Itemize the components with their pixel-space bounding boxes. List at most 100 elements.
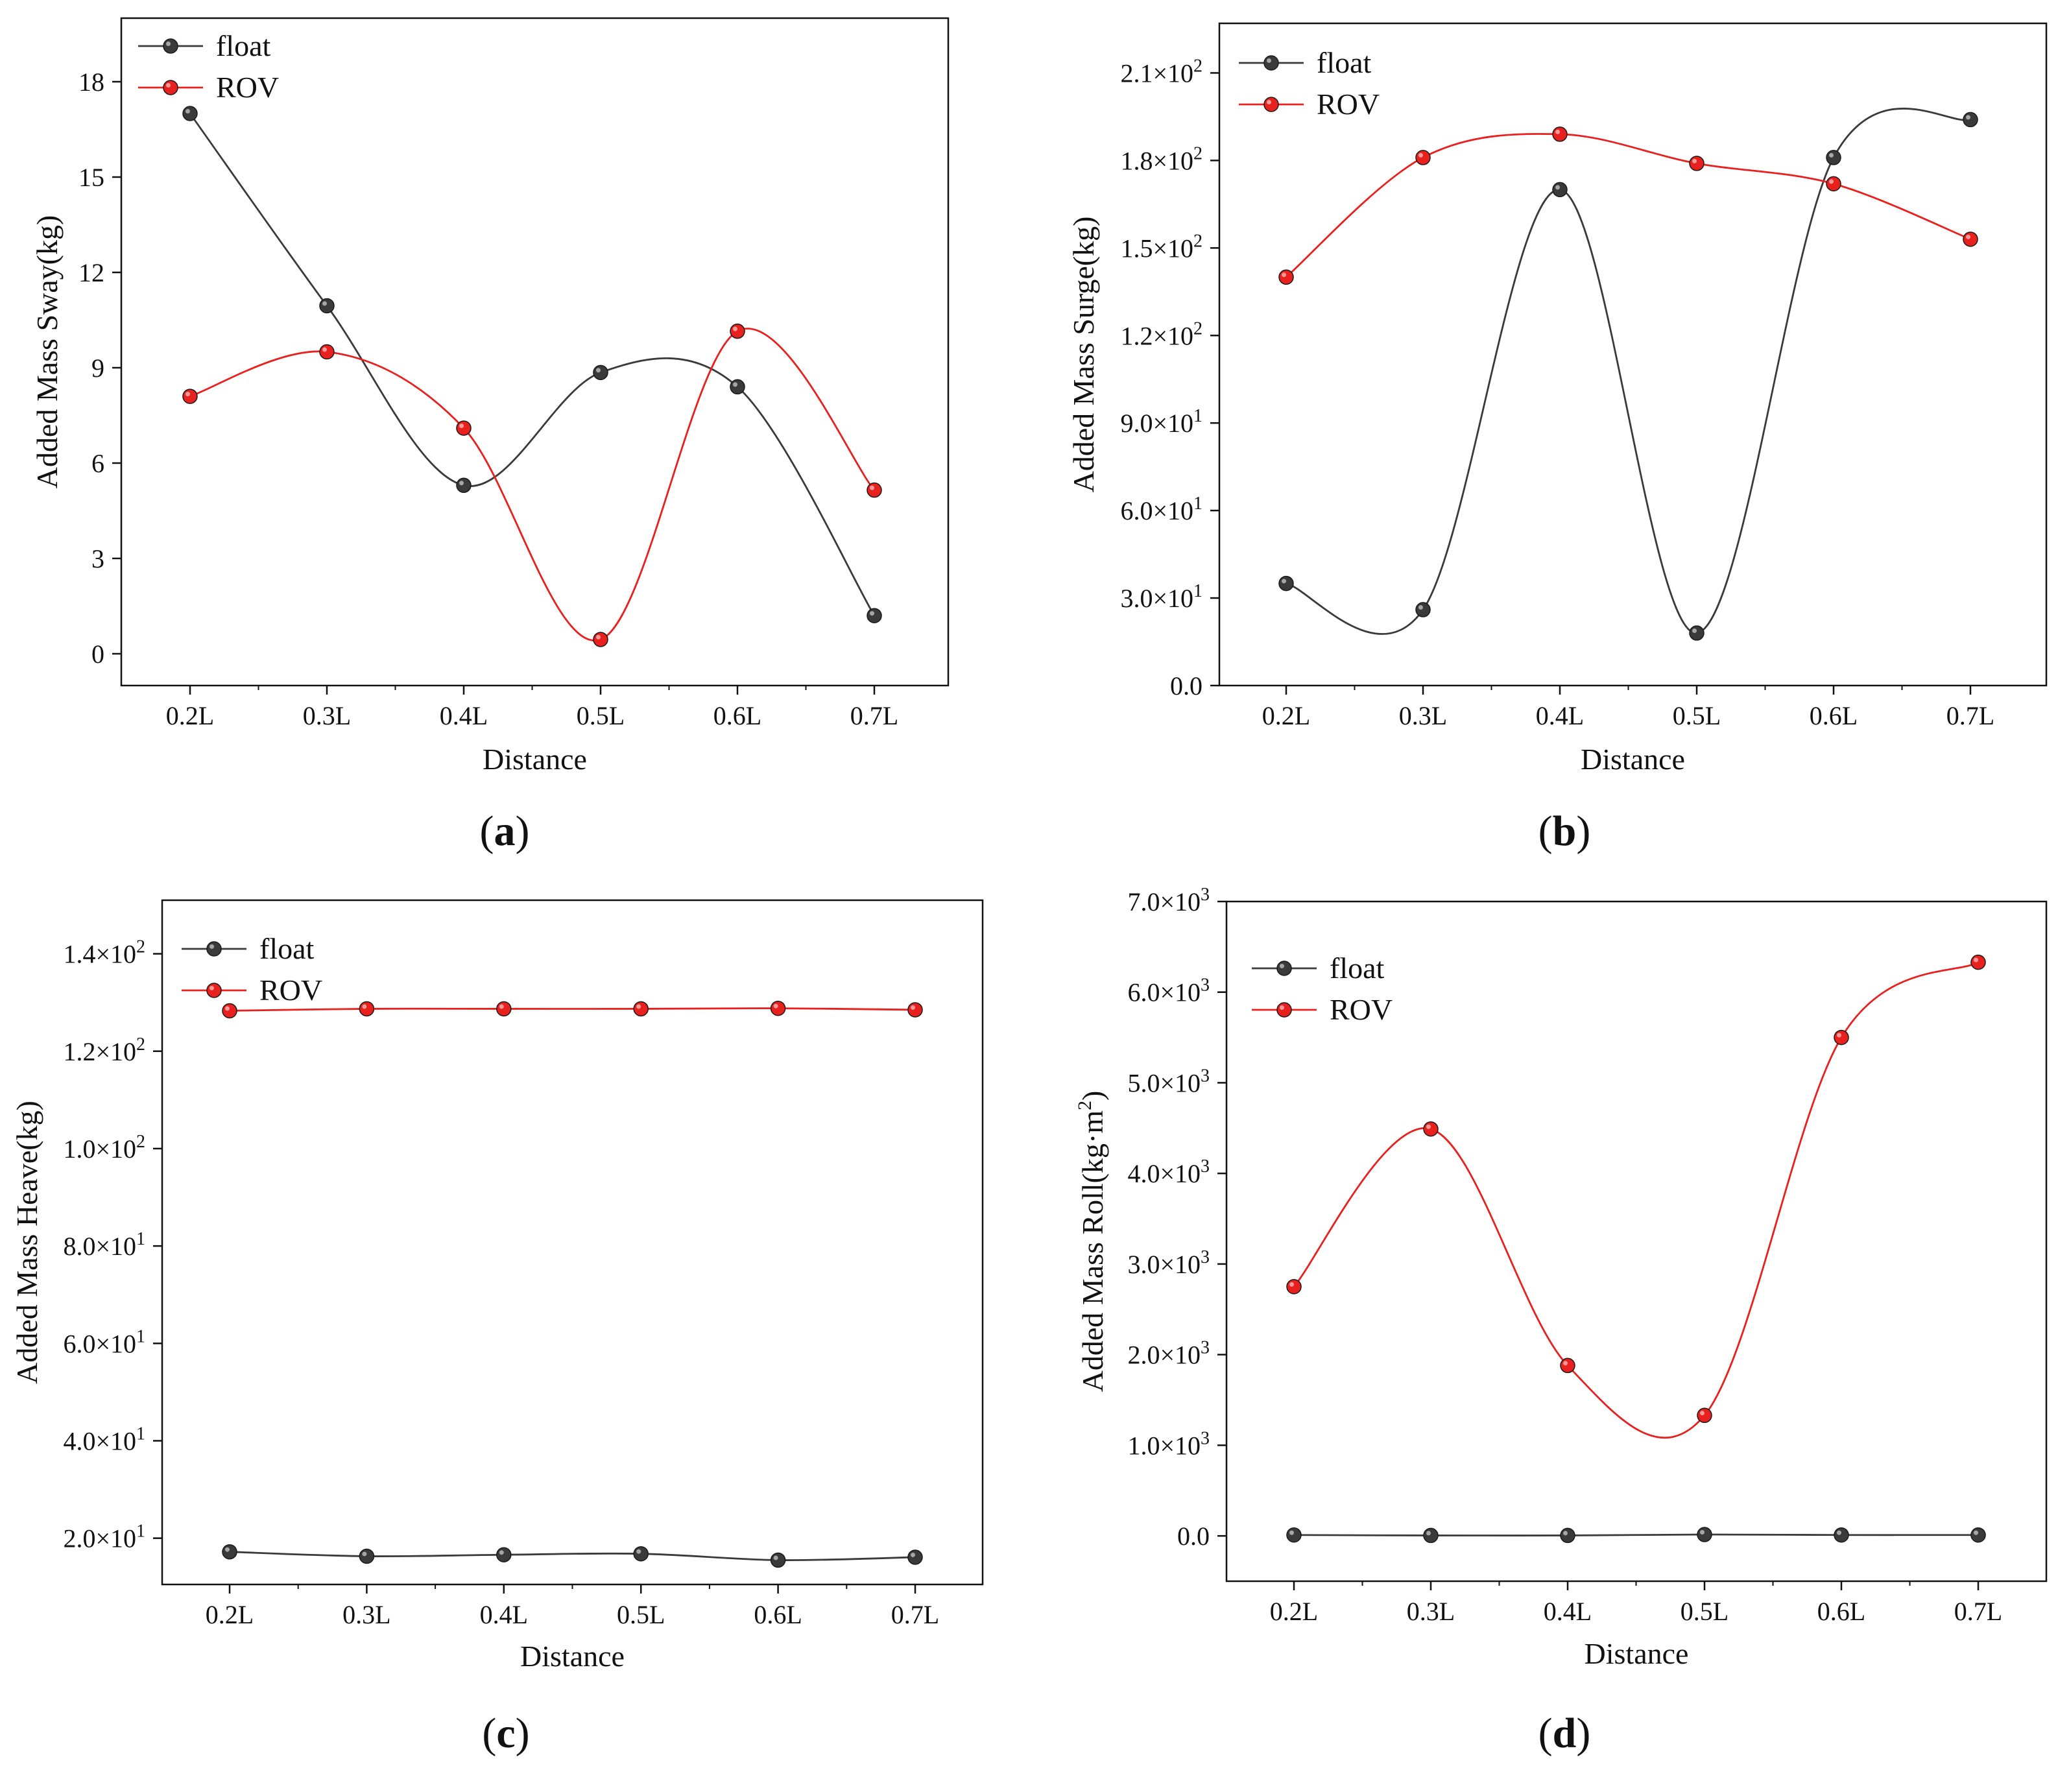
x-tick-label: 0.4L [440, 701, 488, 730]
x-tick-label: 0.5L [1673, 701, 1721, 730]
panel-d: 0.2L 0.3L 0.4L 0.5L 0.6L 0.7L 0.0 1.0×103 2.0×10… [1074, 885, 2048, 1757]
y-tick-label: 2.0×101 [63, 1522, 145, 1553]
y-tick-label: 1.5×102 [1120, 231, 1202, 263]
data-point-rov-highlight [773, 1003, 778, 1009]
data-point-float-highlight [185, 109, 190, 113]
y-tick-label: 6.0×101 [1120, 494, 1202, 525]
y-tick-label: 6.0×101 [63, 1326, 145, 1358]
data-point-rov [359, 1001, 375, 1017]
panel-label: (b) [1538, 807, 1591, 855]
y-tick-label: 1.2×102 [63, 1034, 145, 1066]
data-point-rov-highlight [459, 424, 464, 429]
y-tick-label: 2.1×102 [1120, 56, 1202, 88]
data-point-float [359, 1548, 375, 1564]
legend-label-rov: ROV [1330, 993, 1393, 1026]
x-tick-label: 0.4L [480, 1600, 528, 1629]
data-point-float-highlight [911, 1552, 915, 1557]
data-point-float-highlight [362, 1551, 367, 1557]
data-point-rov-highlight [1563, 1361, 1568, 1366]
series-line-rov [229, 1007, 916, 1012]
y-tick-label: 9 [91, 353, 104, 383]
legend-marker-float-highlight [1280, 964, 1284, 968]
x-tick-label: 0.6L [1817, 1597, 1865, 1626]
legend-marker-float [1276, 961, 1292, 976]
data-point-float-highlight [225, 1547, 230, 1552]
legend-marker-float [1263, 55, 1279, 71]
y-axis-title: Added Mass Roll(kg·m2) [1074, 1091, 1109, 1392]
x-tick-label: 0.7L [1946, 701, 1994, 730]
data-point-float-highlight [1692, 628, 1697, 634]
x-tick-label: 0.4L [1536, 701, 1584, 730]
x-tick-label: 0.5L [617, 1600, 665, 1629]
y-tick-label: 6 [91, 449, 104, 478]
y-axis-title: Added Mass Sway(kg) [30, 215, 64, 489]
data-point-float-highlight [322, 301, 327, 306]
legend-marker-rov-highlight [1267, 100, 1271, 104]
x-tick-label: 0.7L [1954, 1597, 2002, 1626]
data-point-float [1963, 112, 1978, 128]
data-point-float [1560, 1527, 1575, 1544]
x-tick-label: 0.2L [1270, 1597, 1318, 1626]
data-point-rov [1286, 1279, 1302, 1295]
y-tick-label: 5.0×103 [1127, 1066, 1210, 1097]
y-tick-label: 0.0 [1177, 1522, 1210, 1551]
legend-marker-float-highlight [1267, 58, 1271, 63]
y-tick-label: 1.2×102 [1120, 318, 1202, 350]
legend-marker-rov-highlight [166, 83, 171, 88]
data-point-rov [1552, 126, 1568, 142]
x-axis-title: Distance [483, 743, 587, 776]
y-tick-label: 9.0×101 [1120, 406, 1202, 438]
data-point-rov-highlight [185, 392, 190, 397]
y-tick-label: 7.0×103 [1127, 885, 1210, 916]
data-point-float [633, 1546, 649, 1562]
data-point-float-highlight [1282, 579, 1286, 584]
data-point-rov [182, 388, 198, 404]
data-point-rov-highlight [1966, 234, 1970, 239]
legend-label-rov: ROV [1317, 88, 1380, 121]
data-point-rov [907, 1002, 923, 1018]
data-point-rov-highlight [1700, 1411, 1705, 1416]
data-point-rov [1423, 1121, 1439, 1137]
data-point-float [1278, 575, 1294, 591]
y-tick-label: 6.0×103 [1127, 975, 1210, 1007]
data-point-rov [633, 1001, 649, 1017]
data-point-rov-highlight [1837, 1033, 1841, 1038]
series-line-rov [1286, 133, 1971, 278]
legend-marker-rov-highlight [209, 986, 214, 990]
data-point-float-highlight [733, 382, 737, 387]
y-tick-label: 0 [91, 639, 104, 669]
panel-b: 0.2L 0.3L 0.4L 0.5L 0.6L 0.7L 0.0 3.0×101 6.0×10… [1067, 22, 2048, 855]
data-point-rov-highlight [1829, 179, 1834, 184]
data-point-float [907, 1549, 923, 1565]
y-tick-label: 2.0×103 [1127, 1338, 1210, 1370]
data-point-float-highlight [1563, 1531, 1568, 1536]
panel-a: 0.2L 0.3L 0.4L 0.5L 0.6L 0.7L 0 3 6 9 12 15 18 Distan… [30, 17, 950, 855]
y-tick-label: 3 [91, 544, 104, 573]
data-point-float [496, 1547, 512, 1562]
data-point-float-highlight [1418, 605, 1423, 610]
data-point-rov-highlight [911, 1005, 915, 1010]
data-point-float [1834, 1527, 1849, 1543]
data-point-float-highlight [1837, 1530, 1841, 1535]
data-point-rov-highlight [1418, 152, 1423, 158]
data-point-rov-highlight [733, 326, 737, 331]
y-tick-label: 3.0×103 [1127, 1247, 1210, 1279]
data-point-rov [1697, 1407, 1712, 1424]
data-point-float-highlight [1555, 185, 1560, 190]
y-tick-label: 8.0×101 [63, 1229, 145, 1261]
plot-frame [120, 17, 950, 687]
data-point-rov [1689, 156, 1705, 171]
data-point-rov [1415, 150, 1431, 165]
x-tick-label: 0.5L [1681, 1597, 1729, 1626]
series-line-float [229, 1551, 916, 1561]
x-tick-label: 0.6L [1810, 701, 1858, 730]
data-point-float-highlight [459, 481, 464, 486]
y-tick-label: 12 [78, 258, 104, 287]
panel-label: (c) [482, 1710, 529, 1757]
legend-marker-rov [206, 983, 222, 998]
y-axis-title: Added Mass Surge(kg) [1067, 217, 1100, 493]
legend-marker-float [163, 38, 178, 54]
data-point-rov [1963, 232, 1978, 247]
data-point-float-highlight [499, 1550, 504, 1555]
data-point-rov [1278, 269, 1294, 285]
